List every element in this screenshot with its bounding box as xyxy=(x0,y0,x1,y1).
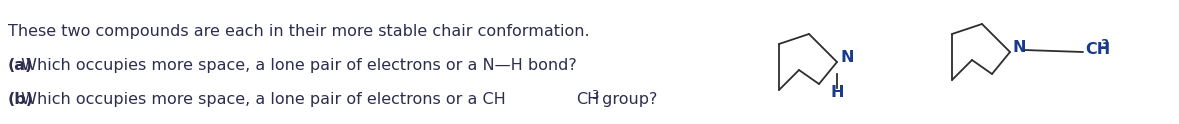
Text: N: N xyxy=(839,50,854,65)
Text: CH: CH xyxy=(1085,42,1111,57)
Text: H: H xyxy=(830,85,844,100)
Text: N: N xyxy=(1013,41,1027,56)
Text: 3: 3 xyxy=(1100,37,1108,50)
Text: Which occupies more space, a lone pair of electrons or a CH: Which occupies more space, a lone pair o… xyxy=(17,92,506,107)
Text: 3: 3 xyxy=(591,89,599,102)
Text: CH: CH xyxy=(577,92,600,107)
Text: (a): (a) xyxy=(8,58,33,73)
Text: Which occupies more space, a lone pair of electrons or a N—H bond?: Which occupies more space, a lone pair o… xyxy=(17,58,577,73)
Text: (b): (b) xyxy=(8,92,34,107)
Text: These two compounds are each in their more stable chair conformation.: These two compounds are each in their mo… xyxy=(8,24,590,39)
Text: group?: group? xyxy=(597,92,657,107)
